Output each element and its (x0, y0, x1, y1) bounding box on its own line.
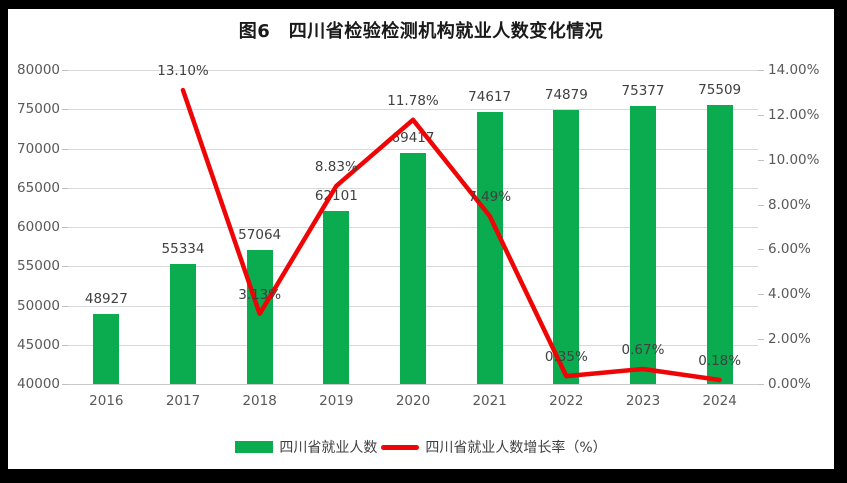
left-axis-tick-label: 50000 (17, 297, 60, 314)
line-value-label: 7.49% (468, 189, 512, 205)
left-axis-tick-label: 55000 (17, 258, 60, 275)
line-value-label: 8.83% (314, 158, 358, 175)
left-tick-mark (62, 266, 68, 268)
bar-value-label: 48927 (84, 290, 128, 307)
right-axis-tick-label: 2.00% (768, 331, 811, 348)
right-tick-mark (758, 249, 764, 251)
x-axis-tick-label: 2020 (395, 393, 431, 409)
gridline (68, 70, 758, 71)
bar-value-label: 74617 (468, 89, 512, 106)
bar-2024 (706, 105, 733, 384)
x-axis-tick-label: 2022 (549, 393, 584, 409)
x-axis-tick-label: 2019 (319, 393, 354, 409)
right-tick-mark (758, 70, 764, 71)
right-tick-mark (758, 204, 764, 206)
left-axis-tick-label: 65000 (17, 179, 60, 196)
left-tick-mark (62, 384, 68, 385)
line-value-label: 0.35% (544, 349, 588, 366)
right-axis-tick-label: 10.00% (768, 151, 820, 168)
bar-value-label: 75377 (621, 83, 665, 100)
line-value-label: 0.67% (621, 341, 665, 358)
bar-value-label: 69417 (391, 130, 435, 147)
chart-title: 图6 四川省检验检测机构就业人数变化情况 (238, 21, 604, 42)
bar-2020 (400, 153, 426, 384)
plot-area: 40000 45000 50000 55000 60000 65000 70000 75000… (8, 9, 834, 469)
left-tick-mark (62, 109, 68, 111)
right-axis-tick-label: 8.00% (768, 196, 811, 213)
left-tick-mark (62, 70, 68, 71)
line-value-label: 11.78% (387, 92, 439, 109)
legend-label: 四川省就业人数增长率（%） (425, 440, 607, 456)
left-tick-mark (62, 148, 68, 150)
bar-2021 (476, 112, 503, 384)
legend-item-0: 四川省就业人数 (235, 437, 377, 457)
x-axis-tick-label: 2021 (472, 393, 507, 409)
bar-value-label: 62101 (314, 187, 358, 204)
x-axis-tick-label: 2024 (702, 393, 737, 409)
bar-2019 (323, 210, 350, 384)
legend: 四川省就业人数 四川省就业人数增长率（%） (8, 437, 834, 457)
left-axis-tick-label: 75000 (17, 101, 60, 118)
right-axis-tick-label: 14.00% (768, 62, 820, 78)
bar-value-label: 74879 (544, 87, 588, 104)
left-axis-tick-label: 60000 (17, 219, 60, 235)
left-tick-mark (62, 344, 68, 346)
left-tick-mark (62, 187, 68, 189)
right-tick-mark (758, 384, 764, 385)
line-value-label: 0.18% (698, 352, 742, 369)
left-tick-mark (62, 227, 68, 228)
right-tick-mark (758, 294, 764, 296)
x-axis-tick-label: 2023 (625, 393, 661, 409)
bar-2018 (246, 250, 273, 384)
bar-2022 (553, 110, 580, 384)
x-axis-tick-label: 2016 (89, 393, 124, 409)
bar-value-label: 55334 (161, 240, 205, 257)
bar-value-label: 57064 (238, 227, 282, 244)
chart-canvas: 图6 四川省检验检测机构就业人数变化情况 40000 45000 50000 5500… (8, 9, 834, 469)
right-tick-mark (758, 339, 764, 341)
legend-bar-swatch-icon (235, 441, 274, 453)
left-axis-tick-label: 40000 (17, 376, 60, 392)
line-value-label: 13.10% (157, 63, 209, 80)
left-axis-tick-label: 45000 (17, 336, 60, 353)
right-axis-tick-label: 4.00% (768, 286, 811, 303)
x-axis-line (68, 384, 758, 385)
x-axis-tick-label: 2018 (242, 393, 277, 409)
legend-label: 四川省就业人数 (279, 440, 378, 456)
legend-item-1: 四川省就业人数增长率（%） (381, 437, 607, 457)
left-axis-tick-label: 70000 (17, 140, 60, 157)
line-value-label: 3.13% (238, 286, 282, 303)
bar-2016 (93, 313, 120, 384)
right-tick-mark (758, 159, 764, 161)
bar-2017 (170, 263, 196, 384)
legend-line-swatch-icon (381, 444, 420, 450)
left-axis-tick-label: 80000 (17, 62, 60, 78)
bar-value-label: 75509 (698, 82, 742, 99)
right-axis-tick-label: 6.00% (768, 241, 811, 258)
right-axis-tick-label: 0.00% (768, 376, 811, 392)
left-tick-mark (62, 305, 68, 307)
x-axis-tick-label: 2017 (165, 393, 201, 409)
right-tick-mark (758, 114, 764, 116)
right-axis-tick-label: 12.00% (768, 106, 820, 123)
